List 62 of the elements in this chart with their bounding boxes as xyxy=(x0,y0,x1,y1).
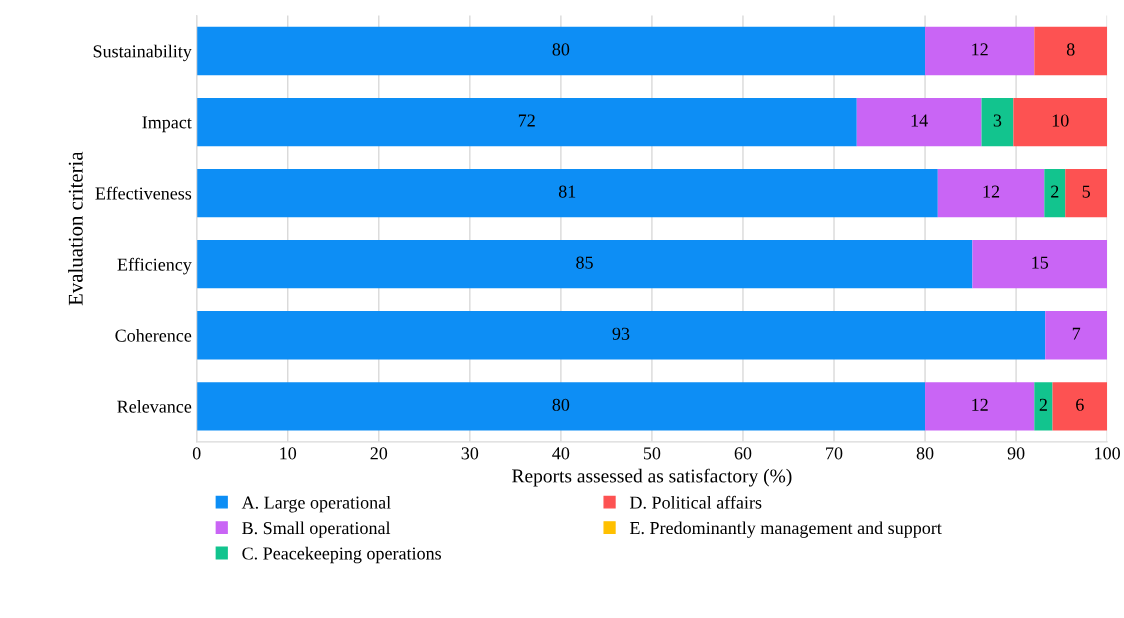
bar xyxy=(1034,26,1108,76)
y-tick-label: Sustainability xyxy=(93,44,192,62)
bar xyxy=(1034,382,1053,431)
bar xyxy=(981,97,1014,147)
data-label: 72 xyxy=(518,114,535,127)
data-label: 12 xyxy=(983,185,1000,198)
bar xyxy=(1045,311,1108,360)
data-label: 80 xyxy=(552,43,570,56)
x-tick-label: 30 xyxy=(461,447,479,460)
data-label: 2 xyxy=(1051,185,1059,198)
y-tick-label: Effectiveness xyxy=(95,186,192,200)
y-tick-label: Relevance xyxy=(117,400,192,413)
data-label: 12 xyxy=(972,398,988,411)
bar xyxy=(196,97,857,147)
x-tick-label: 70 xyxy=(826,447,843,460)
bar xyxy=(196,382,926,431)
bar xyxy=(972,240,1108,289)
bar xyxy=(925,382,1035,431)
legend-label: E. Predominantly management and support xyxy=(629,521,942,538)
data-label: 7 xyxy=(1072,327,1081,340)
x-tick-label: 50 xyxy=(643,447,661,460)
x-axis-title: Reports assessed as satisfactory (%) xyxy=(512,468,792,487)
data-label: 2 xyxy=(1039,398,1047,411)
bar xyxy=(856,97,982,147)
bar xyxy=(196,240,973,289)
data-label: 15 xyxy=(1032,256,1049,269)
data-label: 6 xyxy=(1076,398,1084,411)
bar xyxy=(1044,168,1066,218)
legend-label: B. Small operational xyxy=(242,521,391,538)
data-label: 10 xyxy=(1052,114,1069,127)
legend-label: A. Large operational xyxy=(241,496,391,513)
x-tick-label: 20 xyxy=(370,447,388,460)
y-tick-label: Efficiency xyxy=(117,257,192,275)
bar xyxy=(196,26,926,76)
data-label: 8 xyxy=(1066,43,1075,56)
data-label: 5 xyxy=(1082,185,1091,198)
y-tick-label: Impact xyxy=(142,116,192,133)
x-tick-label: 10 xyxy=(280,447,297,460)
data-label: 80 xyxy=(552,398,570,411)
x-tick-label: 60 xyxy=(734,447,752,460)
bar xyxy=(925,26,1035,76)
data-label: 85 xyxy=(576,256,593,269)
x-tick-label: 100 xyxy=(1095,447,1120,460)
legend-label: D. Political affairs xyxy=(629,495,762,509)
bar xyxy=(937,168,1045,218)
y-tick-label: Coherence xyxy=(115,329,192,342)
data-label: 81 xyxy=(558,185,576,198)
y-axis-title: Evaluation criteria xyxy=(68,151,83,306)
x-tick-label: 0 xyxy=(192,447,201,460)
bar xyxy=(1065,168,1108,218)
bar xyxy=(196,168,938,218)
data-label: 3 xyxy=(993,114,1002,127)
data-label: 14 xyxy=(911,114,928,127)
data-label: 12 xyxy=(972,43,988,56)
legend-label: C. Peacekeeping operations xyxy=(242,546,441,564)
bar xyxy=(196,311,1046,360)
x-tick-label: 90 xyxy=(1007,447,1025,460)
bar xyxy=(1013,97,1108,147)
bar xyxy=(1052,382,1108,431)
x-tick-label: 40 xyxy=(552,447,570,460)
x-tick-label: 80 xyxy=(916,447,934,460)
data-label: 93 xyxy=(612,327,630,340)
